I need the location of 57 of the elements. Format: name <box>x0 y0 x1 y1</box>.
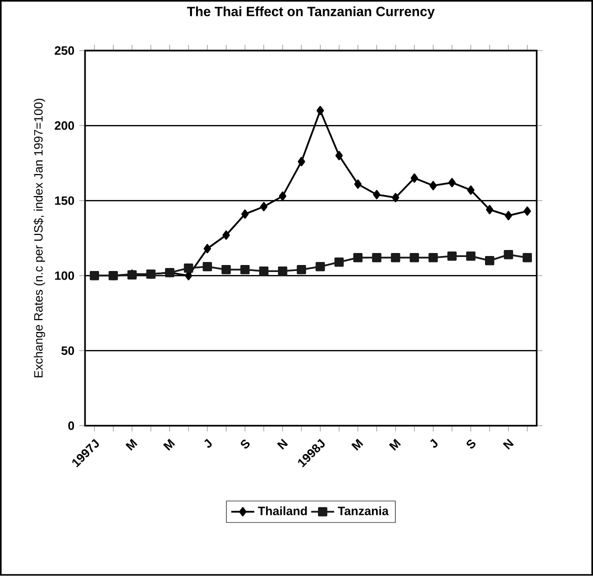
y-tick-label: 250 <box>54 46 74 55</box>
point <box>524 206 531 216</box>
point <box>504 211 512 220</box>
point <box>222 230 230 240</box>
point <box>278 192 286 201</box>
point <box>259 266 268 276</box>
point <box>184 264 194 273</box>
point <box>485 256 494 266</box>
point <box>353 253 363 262</box>
x-tick-label: S <box>240 440 250 449</box>
point <box>410 253 420 262</box>
point <box>260 202 268 212</box>
point <box>316 106 324 116</box>
x-tick-label: J <box>430 438 438 448</box>
point <box>428 253 438 262</box>
point <box>316 262 325 272</box>
x-tick-label: M <box>163 438 176 451</box>
point <box>466 252 476 261</box>
x-tick-label: J <box>204 438 212 448</box>
point <box>447 252 457 261</box>
point <box>296 265 306 274</box>
point <box>334 258 344 267</box>
y-tick-label: 0 <box>68 422 74 430</box>
point <box>410 174 418 183</box>
point <box>429 181 437 190</box>
point <box>335 151 343 160</box>
point <box>392 193 400 202</box>
point <box>241 210 249 219</box>
y-tick-label: 100 <box>55 271 74 280</box>
point <box>372 253 382 262</box>
point <box>390 253 400 262</box>
point <box>298 157 306 166</box>
chart-title: The Thai Effect on Tanzanian Currency <box>187 6 435 20</box>
point <box>504 250 514 260</box>
legend-label: Tanzania <box>338 506 389 516</box>
point <box>486 205 494 214</box>
point <box>202 262 212 272</box>
point <box>222 265 231 274</box>
legend-label: Thailand <box>258 506 307 516</box>
y-tick-label: 50 <box>61 346 74 356</box>
x-tick-label: N <box>502 438 514 450</box>
point <box>522 253 532 262</box>
x-tick-label: N <box>277 438 288 450</box>
point <box>448 178 456 188</box>
y-tick-label: 150 <box>55 196 74 206</box>
x-tick-label: M <box>126 438 138 451</box>
point <box>373 190 380 200</box>
x-tick-label: M <box>351 438 364 451</box>
point <box>467 186 475 195</box>
point <box>354 180 362 189</box>
point <box>278 266 288 276</box>
x-tick-label: S <box>466 440 476 449</box>
y-axis-title: Exchange Rates (n.c per US$, index Jan 1997=100) <box>34 98 46 378</box>
point <box>204 244 212 254</box>
point <box>240 265 250 274</box>
y-tick-label: 200 <box>54 121 74 130</box>
x-tick-label: M <box>388 438 401 451</box>
